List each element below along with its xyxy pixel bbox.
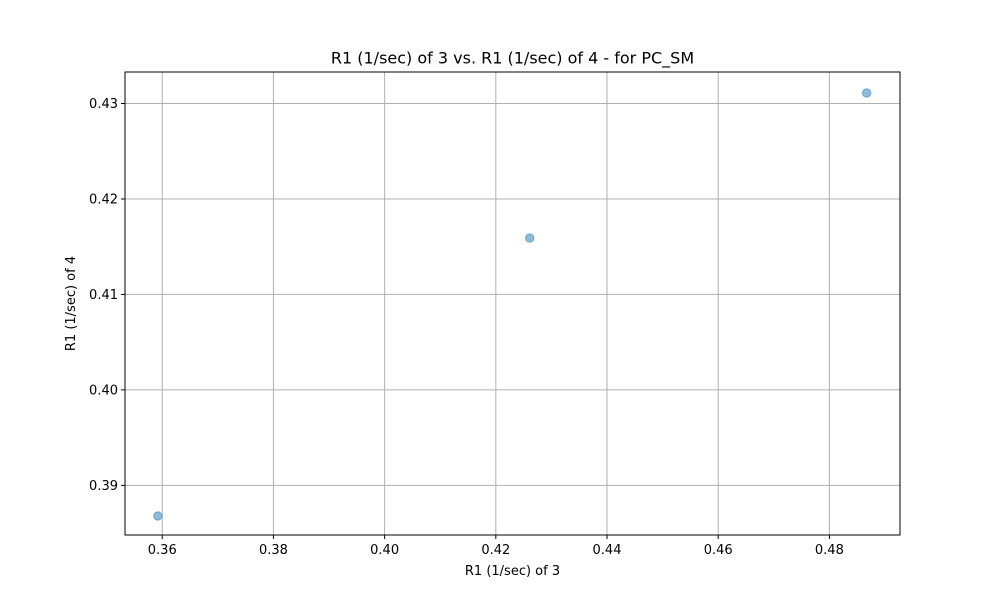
y-axis-ticks: 0.39 0.40 0.41 0.42 0.43: [89, 97, 125, 494]
x-tick-label: 0.46: [704, 543, 733, 558]
scatter-point: [153, 511, 163, 521]
x-tick-label: 0.40: [370, 543, 399, 558]
scatter-point: [861, 88, 872, 98]
y-axis-label: R1 (1/sec) of 4: [64, 256, 79, 351]
y-tick-label: 0.40: [89, 383, 118, 398]
plot-area: [124, 71, 901, 536]
y-tick-label: 0.43: [89, 97, 118, 112]
data-points: [153, 88, 872, 521]
x-tick-label: 0.44: [593, 543, 622, 558]
grid-lines: [125, 72, 900, 535]
x-tick-label: 0.42: [481, 543, 510, 558]
y-tick-label: 0.41: [89, 288, 118, 303]
y-tick-label: 0.39: [89, 479, 118, 494]
y-tick-label: 0.42: [89, 192, 118, 207]
x-tick-label: 0.36: [148, 543, 177, 558]
x-tick-label: 0.48: [815, 543, 844, 558]
x-tick-label: 0.38: [259, 543, 288, 558]
x-axis-ticks: 0.36 0.38 0.40 0.42 0.44 0.46 0.48: [148, 535, 844, 558]
x-axis-label: R1 (1/sec) of 3: [465, 564, 560, 579]
scatter-point: [525, 233, 535, 243]
chart-title: R1 (1/sec) of 3 vs. R1 (1/sec) of 4 - fo…: [331, 49, 694, 69]
